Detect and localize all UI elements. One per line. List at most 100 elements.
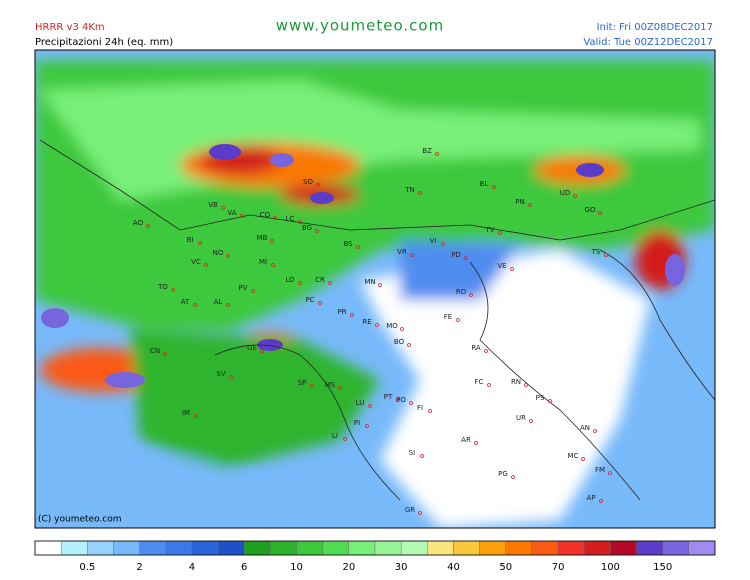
place-dot bbox=[273, 216, 277, 220]
legend-swatch bbox=[296, 540, 323, 556]
legend-tick-label: 70 bbox=[552, 562, 565, 573]
place-label: MO bbox=[386, 322, 398, 330]
legend-swatch bbox=[453, 540, 480, 556]
place-dot bbox=[375, 323, 379, 327]
place-dot bbox=[338, 386, 342, 390]
place-label: PD bbox=[451, 251, 461, 259]
place-label: LI bbox=[332, 432, 338, 440]
color-legend: 0.5 2 4 6 10 20 30 40 50 70 100 150 bbox=[34, 540, 716, 573]
place-dot bbox=[608, 471, 612, 475]
place-dot bbox=[163, 352, 167, 356]
legend-tick-label: 150 bbox=[653, 562, 672, 573]
place-label: TS bbox=[591, 248, 601, 256]
place-dot bbox=[270, 239, 274, 243]
legend-tick-label: 0.5 bbox=[79, 562, 95, 573]
place-label: FI bbox=[417, 404, 423, 412]
legend-tick-label: 2 bbox=[136, 562, 142, 573]
legend-tick-label: 100 bbox=[601, 562, 620, 573]
place-label: TV bbox=[484, 226, 494, 234]
place-dot bbox=[378, 283, 382, 287]
site-name: www.youmeteo.com bbox=[276, 17, 444, 35]
place-dot bbox=[599, 499, 603, 503]
place-dot bbox=[356, 245, 360, 249]
legend-swatch bbox=[217, 540, 245, 556]
init-time: Init: Fri 00Z08DEC2017 bbox=[597, 22, 713, 33]
legend-tick-label: 20 bbox=[342, 562, 355, 573]
place-dot bbox=[511, 475, 515, 479]
place-dot bbox=[484, 349, 488, 353]
place-dot bbox=[365, 424, 369, 428]
place-dot bbox=[428, 409, 432, 413]
place-dot bbox=[396, 398, 400, 402]
place-dot bbox=[226, 303, 230, 307]
place-label: PG bbox=[498, 470, 508, 478]
legend-tick-label: 10 bbox=[290, 562, 303, 573]
place-label: AT bbox=[181, 298, 190, 306]
place-dot bbox=[204, 263, 208, 267]
map-frame bbox=[34, 49, 716, 529]
place-label: SV bbox=[216, 370, 225, 378]
place-dot bbox=[510, 267, 514, 271]
place-label: PT bbox=[384, 393, 393, 401]
place-label: FM bbox=[595, 466, 605, 474]
legend-swatch bbox=[505, 540, 533, 556]
place-label: GR bbox=[405, 506, 415, 514]
map-area: AO BI VB VA CO SO LC BG MB MI NO VC TO AT AL CN PV LO CR PC… bbox=[35, 50, 715, 528]
place-label: LC bbox=[286, 215, 295, 223]
place-label: GE bbox=[247, 344, 257, 352]
place-dot bbox=[418, 191, 422, 195]
place-label: TN bbox=[404, 186, 415, 194]
place-label: VI bbox=[430, 237, 437, 245]
legend-swatch bbox=[427, 540, 454, 556]
place-label: VR bbox=[397, 248, 407, 256]
legend-swatch bbox=[374, 540, 402, 556]
place-label: FE bbox=[444, 313, 452, 321]
place-dot bbox=[581, 457, 585, 461]
place-label: FC bbox=[475, 378, 484, 386]
place-dot bbox=[548, 399, 552, 403]
place-dot bbox=[407, 343, 411, 347]
legend-swatch bbox=[60, 540, 88, 556]
place-dot bbox=[492, 185, 496, 189]
place-dot bbox=[420, 454, 424, 458]
place-label: AL bbox=[214, 298, 223, 306]
legend-tick-label: 6 bbox=[241, 562, 247, 573]
place-label: AP bbox=[586, 494, 595, 502]
legend-swatch bbox=[270, 540, 297, 556]
place-label: NO bbox=[213, 249, 224, 257]
place-dot bbox=[198, 241, 202, 245]
valid-time: Valid: Tue 00Z12DEC2017 bbox=[583, 37, 713, 48]
legend-swatch bbox=[584, 540, 611, 556]
legend-swatch bbox=[244, 540, 271, 556]
place-dot bbox=[240, 214, 244, 218]
place-label: AR bbox=[461, 436, 471, 444]
place-dot bbox=[298, 281, 302, 285]
legend-swatch bbox=[191, 540, 219, 556]
place-dot bbox=[524, 383, 528, 387]
place-label: PS bbox=[536, 394, 545, 402]
legend-swatch bbox=[479, 540, 506, 556]
place-label: BZ bbox=[422, 147, 432, 155]
place-dot bbox=[318, 301, 322, 305]
place-dot bbox=[441, 242, 445, 246]
legend-swatch bbox=[87, 540, 114, 556]
place-labels: AO BI VB VA CO SO LC BG MB MI NO VC TO AT AL CN PV LO CR PC… bbox=[133, 147, 612, 515]
place-label: SI bbox=[409, 449, 416, 457]
place-label: AO bbox=[133, 219, 144, 227]
place-label: BO bbox=[394, 338, 405, 346]
place-label: CN bbox=[150, 347, 160, 355]
place-label: PO bbox=[396, 396, 406, 404]
place-label: MC bbox=[568, 452, 579, 460]
place-label: LO bbox=[285, 276, 295, 284]
legend-swatch bbox=[662, 540, 690, 556]
place-dot bbox=[260, 349, 264, 353]
place-dot bbox=[226, 254, 230, 258]
place-dot bbox=[315, 229, 319, 233]
place-dot bbox=[221, 206, 225, 210]
place-label: PC bbox=[305, 296, 314, 304]
place-label: UD bbox=[560, 189, 571, 197]
legend-tick-label: 40 bbox=[447, 562, 460, 573]
place-label: AN bbox=[580, 424, 590, 432]
place-dot bbox=[298, 220, 302, 224]
place-label: PV bbox=[238, 284, 247, 292]
